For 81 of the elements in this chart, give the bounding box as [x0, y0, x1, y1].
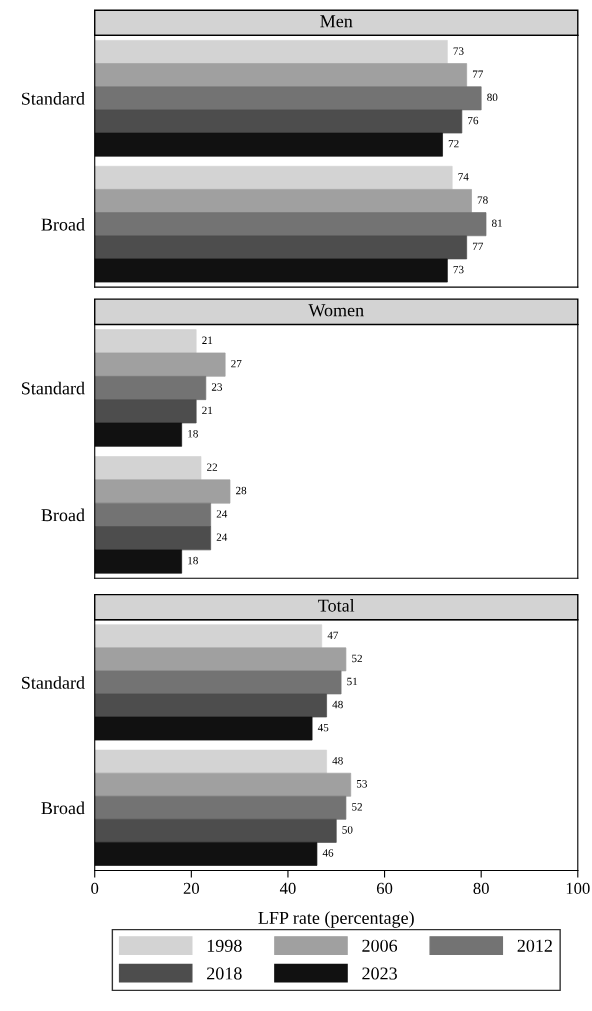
- bar: [94, 716, 313, 741]
- bar: [94, 772, 352, 797]
- data-label: 27: [231, 359, 242, 368]
- bar: [94, 549, 183, 574]
- x-axis-title: LFP rate (percentage): [258, 911, 414, 928]
- bar: [94, 86, 482, 111]
- data-label: 76: [468, 116, 479, 125]
- data-label: 47: [327, 631, 339, 639]
- bar: [94, 165, 453, 190]
- bar: [94, 109, 463, 134]
- data-label: 23: [211, 383, 223, 391]
- data-label: 73: [453, 265, 464, 274]
- bar: [94, 235, 468, 260]
- legend-label: 1998: [207, 939, 242, 952]
- y-tick-label: Broad: [41, 508, 85, 522]
- bar: [94, 749, 327, 774]
- bar: [94, 647, 347, 672]
- data-label: 22: [207, 463, 218, 471]
- data-label: 72: [448, 139, 459, 148]
- bar: [94, 526, 212, 551]
- bar: [94, 375, 207, 400]
- chart-title: Women: [308, 304, 364, 317]
- legend-label: 2018: [207, 967, 242, 980]
- bar: [94, 670, 342, 695]
- data-label: 74: [458, 173, 469, 181]
- bar: [94, 212, 487, 237]
- bar: [94, 502, 212, 527]
- data-label: 53: [356, 780, 367, 788]
- bar: [94, 132, 443, 157]
- data-label: 24: [216, 533, 228, 541]
- bar: [94, 399, 197, 424]
- bar: [94, 352, 226, 377]
- x-tick-label: 40: [279, 882, 296, 895]
- data-label: 78: [477, 196, 488, 204]
- data-label: 77: [472, 70, 484, 78]
- bar: [94, 795, 347, 820]
- data-label: 77: [472, 242, 484, 251]
- x-tick-label: 0: [91, 882, 99, 895]
- data-label: 21: [202, 336, 213, 344]
- chart-title: Total: [318, 599, 355, 612]
- data-label: 18: [188, 429, 198, 438]
- y-tick-label: Broad: [41, 801, 85, 815]
- data-label: 45: [317, 723, 329, 732]
- bar: [94, 479, 231, 504]
- data-label: 52: [352, 803, 362, 811]
- y-tick-label: Standard: [22, 92, 85, 105]
- data-label: 18: [188, 556, 198, 565]
- x-tick-label: 20: [183, 882, 200, 895]
- legend-label: 2012: [517, 939, 552, 952]
- data-label: 24: [216, 510, 228, 518]
- y-tick-label: Broad: [41, 217, 85, 231]
- bar: [94, 842, 318, 866]
- data-label: 21: [202, 406, 213, 414]
- bar: [94, 818, 337, 843]
- bar: [94, 189, 472, 213]
- bar: [94, 40, 448, 64]
- data-label: 80: [487, 93, 498, 102]
- data-label: 73: [453, 47, 464, 55]
- bar: [94, 422, 183, 447]
- bar: [94, 258, 448, 283]
- data-label: 52: [352, 654, 362, 663]
- legend-label: 2023: [362, 967, 397, 980]
- data-label: 48: [332, 700, 343, 709]
- data-label: 46: [322, 849, 334, 857]
- x-tick-label: 100: [566, 882, 590, 895]
- y-tick-label: Standard: [22, 676, 85, 689]
- legend-label: 2006: [362, 939, 398, 952]
- bar: [94, 456, 202, 481]
- bar: [94, 63, 468, 88]
- bar: [94, 693, 327, 718]
- data-label: 51: [347, 677, 358, 686]
- bar: [94, 624, 323, 649]
- data-label: 28: [236, 486, 247, 495]
- y-tick-label: Standard: [22, 381, 85, 395]
- data-label: 48: [332, 756, 343, 765]
- bar: [94, 329, 197, 354]
- x-tick-label: 80: [473, 882, 489, 895]
- chart-title: Men: [320, 15, 353, 28]
- data-label: 81: [491, 219, 503, 227]
- x-tick-label: 60: [376, 882, 393, 895]
- data-label: 50: [342, 826, 353, 834]
